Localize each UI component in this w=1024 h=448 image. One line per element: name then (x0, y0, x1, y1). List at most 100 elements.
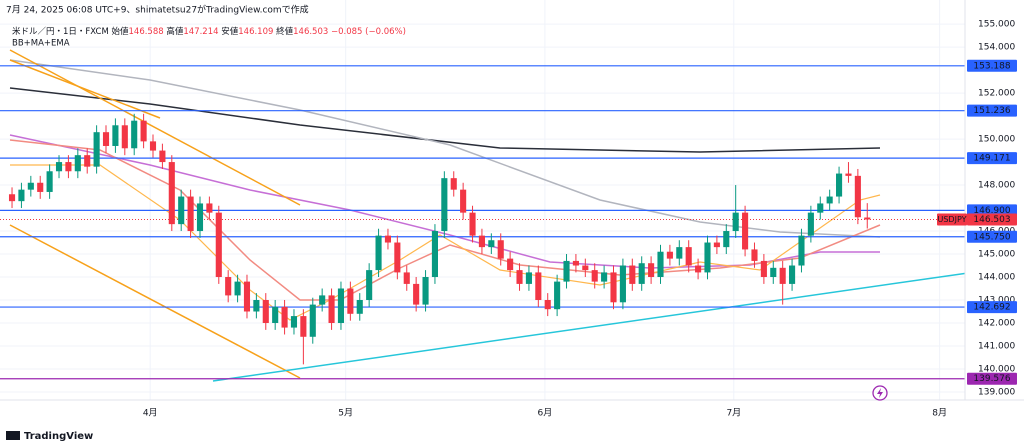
candle-body (93, 132, 100, 167)
candle-body (422, 277, 429, 305)
candle-body (629, 265, 636, 284)
candle-body (413, 283, 420, 305)
candle-body (779, 267, 786, 284)
legend-value: 147.214 (183, 27, 218, 37)
legend-label: 高値 (166, 26, 184, 37)
candle-body (8, 194, 16, 202)
level-label: 145.750 (973, 232, 1010, 242)
ticker-box (937, 213, 967, 226)
candle-body (770, 267, 777, 278)
ma-200 (9, 87, 881, 153)
candle-body (704, 242, 711, 273)
level-label: 142.692 (973, 303, 1010, 313)
candle-body (807, 212, 814, 236)
legend-change: −0.085 (−0.06%) (331, 27, 406, 37)
level-label: 151.236 (973, 106, 1010, 116)
y-tick-label: 143.000 (978, 296, 1015, 306)
legend-label: 終値 (276, 26, 294, 37)
level-label: 149.171 (973, 154, 1010, 164)
candle-body (742, 212, 749, 250)
y-tick-label: 139.000 (978, 387, 1015, 397)
candle-body (253, 300, 260, 312)
legend: 米ドル／円・1日・FXCM 始値146.588 高値147.214 安値146.… (12, 26, 406, 37)
candle-body (55, 162, 63, 172)
candle-body (441, 178, 448, 232)
candle-body (225, 277, 232, 296)
candle-body (469, 212, 476, 236)
candle-body (281, 306, 288, 328)
candle-body (582, 265, 589, 271)
level-label: 139.576 (973, 374, 1010, 384)
candle-body (751, 249, 758, 261)
level-label-box (967, 152, 1017, 165)
candle-body (864, 217, 871, 220)
candle-body (657, 251, 664, 278)
level-label-box (967, 301, 1017, 314)
candle-body (159, 150, 166, 163)
levels (0, 65, 965, 380)
candle-body (695, 265, 702, 273)
candle-body (243, 281, 251, 312)
candle-body (84, 155, 91, 167)
y-tick-label: 144.000 (978, 273, 1015, 283)
alert-icon[interactable] (872, 385, 888, 401)
trend-line (9, 59, 161, 119)
candle-body (845, 173, 852, 176)
candle-body (102, 132, 110, 146)
candle-body (488, 240, 495, 248)
candle-body (262, 300, 269, 323)
candle-body (619, 265, 626, 303)
last-price-label: 146.503 (973, 215, 1010, 225)
ma-gray (9, 59, 881, 238)
candle-body (544, 300, 551, 310)
x-tick-label: 8月 (932, 408, 947, 419)
brand: TradingView (24, 431, 93, 442)
candle-body (478, 235, 485, 248)
candle-body (836, 173, 843, 197)
candle-body (196, 203, 204, 232)
candle-body (347, 288, 354, 314)
candle-body (309, 304, 316, 337)
header: 7月 24, 2025 06:08 UTC+9、shimatetsu27がTra… (6, 4, 309, 16)
candle-body (319, 295, 326, 305)
candle-body (121, 125, 128, 149)
y-tick-label: 150.000 (978, 135, 1015, 145)
candle-body (131, 120, 138, 149)
candle-body (384, 235, 392, 243)
candle-body (140, 120, 147, 142)
candle-body (366, 270, 373, 300)
candle-body (178, 196, 185, 225)
y-tick-label: 141.000 (978, 341, 1015, 351)
candle-body (394, 242, 401, 273)
brand-logo (6, 431, 20, 440)
legend-value: 146.109 (238, 27, 273, 37)
y-tick-label: 148.000 (978, 181, 1015, 191)
x-tick-label: 7月 (726, 408, 741, 419)
candle-body (74, 155, 81, 172)
candle-body (356, 300, 363, 314)
candle-body (187, 196, 194, 232)
candle-body (817, 203, 824, 213)
candle-body (328, 295, 335, 323)
legend-label: 安値 (221, 26, 239, 37)
candle-body (563, 260, 570, 282)
candle-body (168, 162, 175, 225)
y-tick-label: 154.000 (978, 43, 1015, 53)
candle-body (826, 196, 833, 204)
candle-body (676, 247, 683, 259)
candle-body (854, 175, 861, 218)
candle-body (638, 263, 645, 284)
x-tick-label: 5月 (338, 408, 353, 419)
level-label-box (967, 204, 1017, 217)
x-tick-label: 4月 (143, 408, 158, 419)
legend-label: 始値 (111, 26, 129, 37)
candle-body (460, 189, 467, 213)
level-label-box (967, 372, 1017, 385)
level-label: 153.188 (973, 61, 1010, 71)
legend-value: 146.588 (129, 27, 164, 37)
candle-body (46, 171, 53, 192)
candle-body (431, 231, 438, 278)
y-tick-label: 152.000 (978, 89, 1015, 99)
